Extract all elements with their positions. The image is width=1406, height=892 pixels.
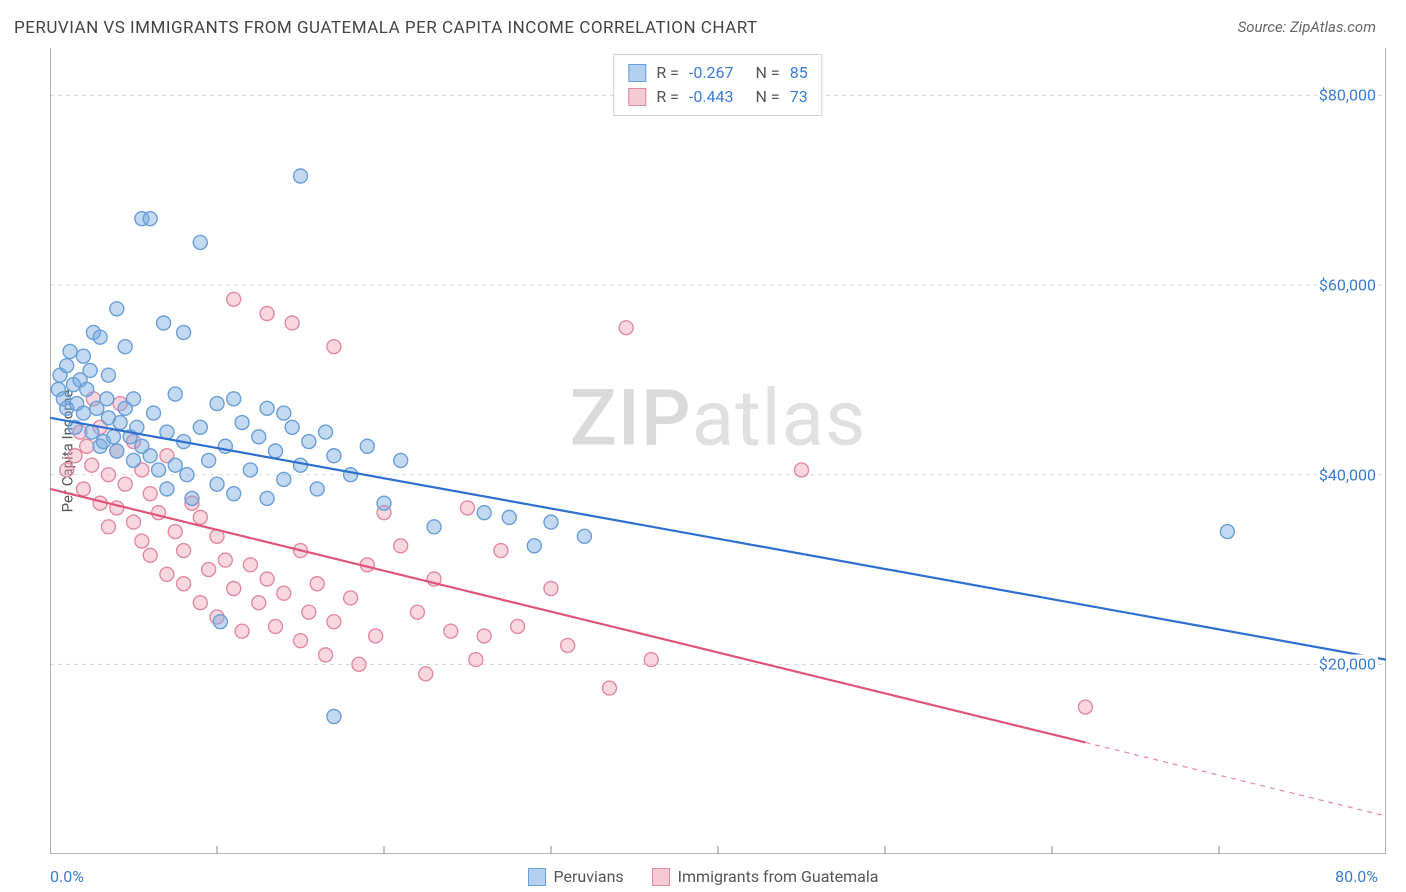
y-tick-label: $20,000 [1317, 655, 1378, 674]
correlation-row-1: R = -0.267 N = 85 [628, 61, 807, 85]
swatch-pink [628, 88, 646, 106]
plot-area: ZIPatlas R = -0.267 N = 85 R = -0.443 N … [50, 48, 1386, 854]
chart-area: Per Capita Income ZIPatlas R = -0.267 N … [14, 48, 1386, 854]
legend-item-2: Immigrants from Guatemala [652, 867, 879, 886]
legend-item-1: Peruvians [528, 867, 624, 886]
chart-header: PERUVIAN VS IMMIGRANTS FROM GUATEMALA PE… [0, 0, 1406, 46]
y-tick-label: $40,000 [1317, 465, 1378, 484]
swatch-pink [652, 868, 670, 886]
x-axis-max: 80.0% [1335, 867, 1378, 886]
y-tick-label: $80,000 [1317, 86, 1378, 105]
x-axis-min: 0.0% [50, 867, 84, 886]
chart-title: PERUVIAN VS IMMIGRANTS FROM GUATEMALA PE… [14, 18, 758, 38]
correlation-row-2: R = -0.443 N = 73 [628, 85, 807, 109]
scatter-chart-svg [50, 48, 1386, 854]
y-tick-label: $60,000 [1317, 276, 1378, 295]
chart-source: Source: ZipAtlas.com [1238, 18, 1376, 36]
correlation-legend: R = -0.267 N = 85 R = -0.443 N = 73 [613, 54, 822, 116]
chart-footer: 0.0% Peruvians Immigrants from Guatemala… [0, 867, 1406, 886]
swatch-blue [628, 64, 646, 82]
swatch-blue [528, 868, 546, 886]
